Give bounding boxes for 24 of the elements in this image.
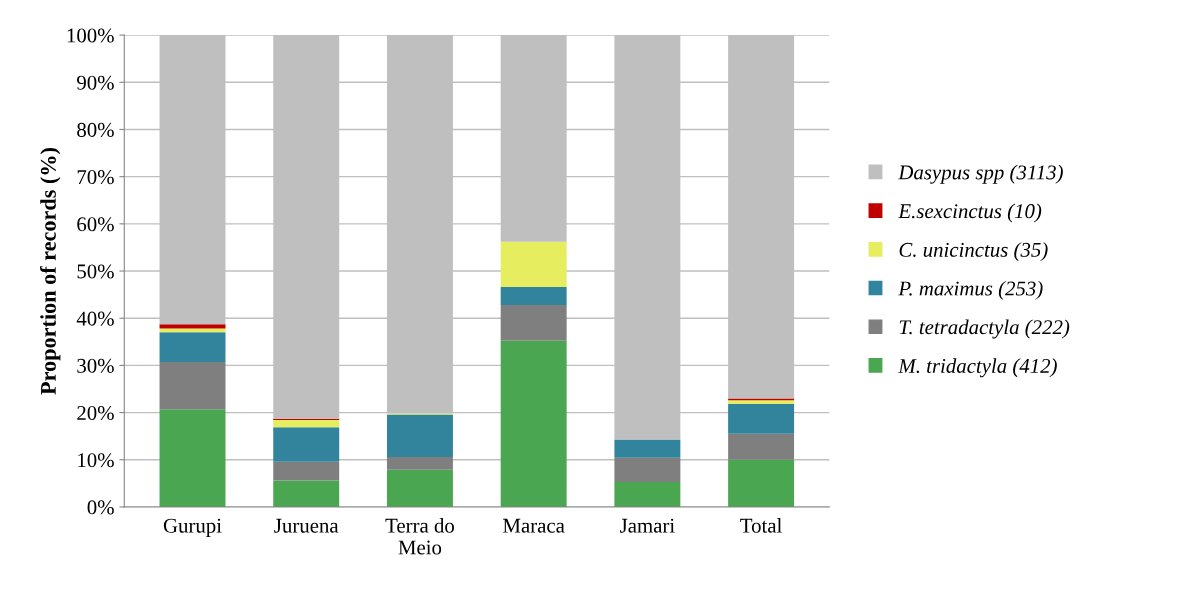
- legend-label: T. tetradactyla (222): [899, 319, 1070, 339]
- y-tick-label: 40%: [76, 311, 114, 326]
- x-tick-label: Gurupi: [163, 518, 222, 537]
- legend-label: P. maximus (253): [898, 280, 1043, 300]
- y-axis-title: Proportion of records (%): [40, 148, 61, 395]
- x-tick-label: Jamari: [620, 518, 675, 533]
- y-tick-label: 100%: [67, 28, 114, 43]
- x-tick-label: Terra do Meio: [385, 518, 454, 555]
- legend-label: M. tridactyla (412): [898, 358, 1057, 378]
- y-tick-label: 80%: [77, 122, 114, 137]
- legend-label: C. unicinctus (35): [899, 242, 1048, 262]
- x-tick-label: Total: [740, 518, 782, 533]
- legend-label: Dasypus spp (3113): [898, 164, 1063, 184]
- y-tick-label: 0%: [87, 500, 114, 515]
- x-tick-label: Juruena: [274, 518, 339, 533]
- y-tick-label: 70%: [77, 170, 114, 185]
- y-tick-label: 50%: [77, 264, 114, 279]
- legend-label: E.sexcinctus (10): [898, 203, 1042, 223]
- y-tick-label: 10%: [78, 453, 114, 468]
- y-tick-label: 60%: [77, 217, 114, 232]
- x-tick-label: Maraca: [503, 518, 565, 533]
- y-tick-label: 90%: [77, 75, 114, 90]
- y-tick-label: 20%: [77, 405, 114, 421]
- y-tick-label: 30%: [77, 358, 114, 373]
